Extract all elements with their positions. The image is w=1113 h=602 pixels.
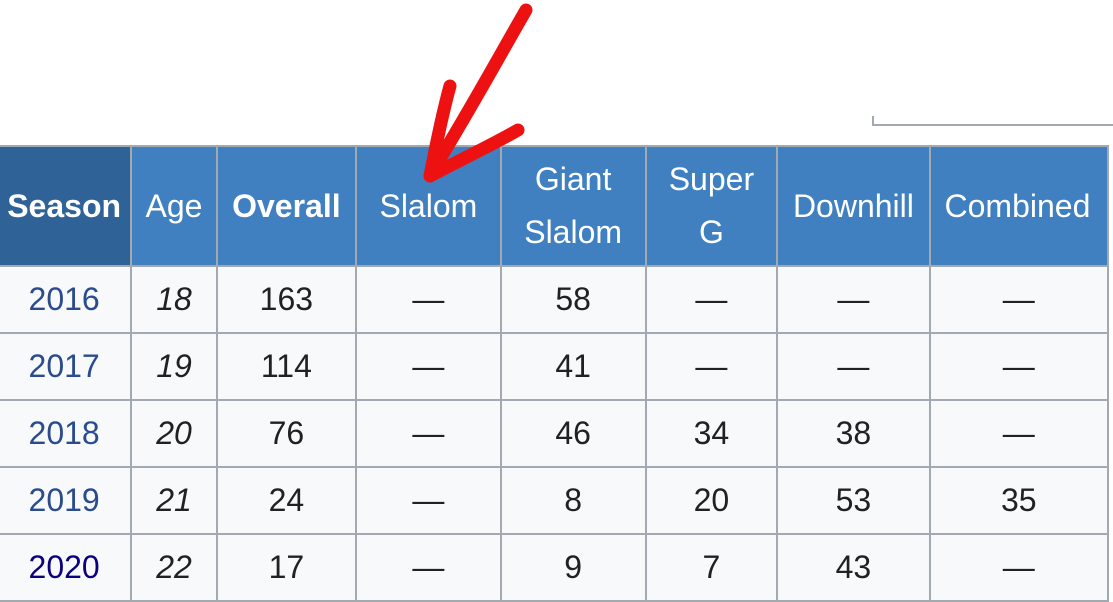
super-g-cell: — xyxy=(644,265,779,334)
overall-cell: 163 xyxy=(215,265,358,334)
combined-cell: — xyxy=(928,533,1110,602)
season-link[interactable]: 2020 xyxy=(0,533,133,602)
header-row: Season Age Overall Slalom Giant Slalom Su… xyxy=(0,145,1110,267)
giant-slalom-cell: 8 xyxy=(499,466,647,535)
header-super-g-line1: Super xyxy=(668,161,755,197)
header-overall: Overall xyxy=(215,145,358,267)
super-g-cell: 7 xyxy=(644,533,779,602)
combined-cell: — xyxy=(928,332,1110,401)
combined-cell: — xyxy=(928,265,1110,334)
age-cell: 18 xyxy=(130,265,218,334)
slalom-cell: — xyxy=(355,466,502,535)
combined-cell: 35 xyxy=(928,466,1110,535)
super-g-cell: 20 xyxy=(644,466,779,535)
overall-cell: 17 xyxy=(215,533,358,602)
giant-slalom-cell: 9 xyxy=(499,533,647,602)
slalom-cell: — xyxy=(355,399,502,468)
age-cell: 21 xyxy=(130,466,218,535)
giant-slalom-cell: 41 xyxy=(499,332,647,401)
overall-cell: 76 xyxy=(215,399,358,468)
table-row: 2018 20 76 — 46 34 38 — xyxy=(0,399,1110,468)
overall-cell: 114 xyxy=(215,332,358,401)
downhill-cell: 53 xyxy=(776,466,931,535)
season-standings-table: Season Age Overall Slalom Giant Slalom Su… xyxy=(0,145,1110,602)
slalom-cell: — xyxy=(355,332,502,401)
header-age: Age xyxy=(130,145,218,267)
header-super-g: Super G xyxy=(644,145,779,267)
header-season: Season xyxy=(0,145,133,267)
downhill-cell: — xyxy=(776,265,931,334)
super-g-cell: — xyxy=(644,332,779,401)
super-g-cell: 34 xyxy=(644,399,779,468)
header-giant-slalom-line2: Slalom xyxy=(524,214,623,250)
header-super-g-line2: G xyxy=(698,214,724,250)
age-cell: 19 xyxy=(130,332,218,401)
overall-cell: 24 xyxy=(215,466,358,535)
header-combined: Combined xyxy=(928,145,1110,267)
table-row: 2016 18 163 — 58 — — — xyxy=(0,265,1110,334)
combined-cell: — xyxy=(928,399,1110,468)
table-row: 2020 22 17 — 9 7 43 — xyxy=(0,533,1110,602)
slalom-cell: — xyxy=(355,533,502,602)
table-row: 2019 21 24 — 8 20 53 35 xyxy=(0,466,1110,535)
header-slalom: Slalom xyxy=(355,145,502,267)
season-link[interactable]: 2018 xyxy=(0,399,133,468)
header-giant-slalom-line1: Giant xyxy=(534,161,612,197)
header-giant-slalom: Giant Slalom xyxy=(499,145,647,267)
giant-slalom-cell: 46 xyxy=(499,399,647,468)
season-link[interactable]: 2017 xyxy=(0,332,133,401)
table-row: 2017 19 114 — 41 — — — xyxy=(0,332,1110,401)
age-cell: 20 xyxy=(130,399,218,468)
season-link[interactable]: 2019 xyxy=(0,466,133,535)
age-cell: 22 xyxy=(130,533,218,602)
downhill-cell: — xyxy=(776,332,931,401)
downhill-cell: 43 xyxy=(776,533,931,602)
giant-slalom-cell: 58 xyxy=(499,265,647,334)
season-link[interactable]: 2016 xyxy=(0,265,133,334)
downhill-cell: 38 xyxy=(776,399,931,468)
slalom-cell: — xyxy=(355,265,502,334)
header-downhill: Downhill xyxy=(776,145,931,267)
box-corner-border xyxy=(872,116,1113,126)
